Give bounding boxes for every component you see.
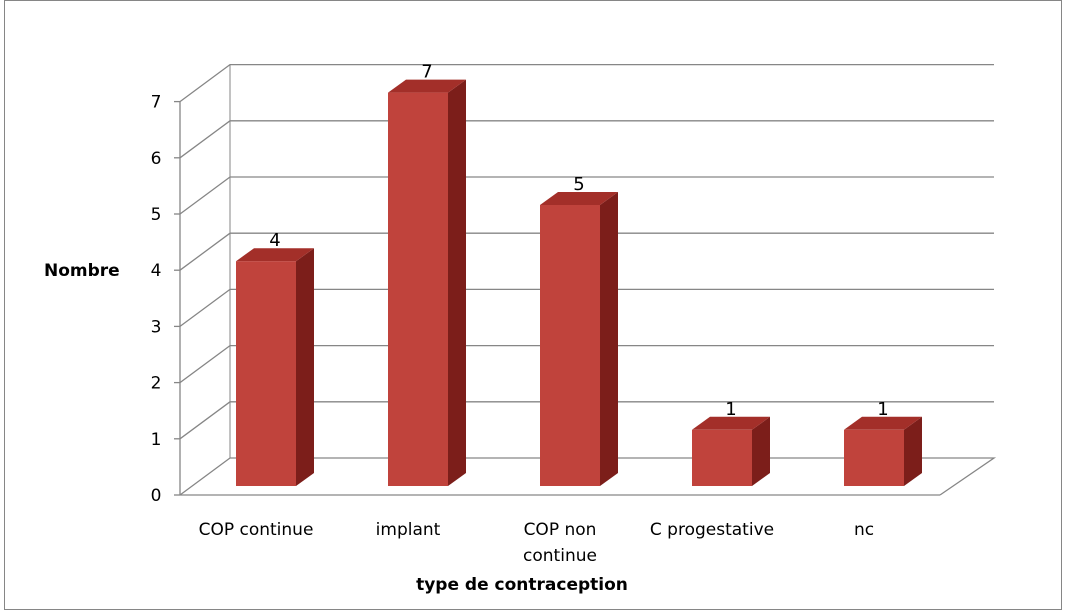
bar-1: [236, 248, 314, 486]
bar-front: [236, 261, 296, 486]
x-tick-label: C progestative: [650, 520, 774, 540]
x-tick-label: COP non continue: [523, 520, 597, 566]
bar-4: [692, 416, 770, 486]
data-label: 4: [269, 230, 280, 251]
x-tick-label: nc: [854, 520, 874, 540]
y-axis-title: Nombre: [44, 261, 120, 281]
bar-front: [844, 429, 904, 486]
bar-top: [236, 248, 314, 262]
y-tick-label: 6: [151, 149, 162, 169]
bar-side: [904, 416, 922, 486]
bar-side: [600, 192, 618, 486]
bar-top: [844, 416, 922, 430]
gridlines: [179, 63, 997, 496]
bar-side: [752, 416, 770, 486]
bars: [236, 79, 922, 486]
y-tick-label: 5: [151, 205, 162, 225]
gridline-7: [179, 63, 994, 103]
x-tick-labels: COP continue implant COP non continue C prog…: [199, 520, 874, 566]
bar-3: [540, 192, 618, 486]
axes: [174, 100, 940, 496]
bar-top: [540, 192, 618, 205]
data-label: 5: [573, 174, 584, 195]
bar-5: [844, 416, 922, 486]
bar-top: [388, 79, 466, 93]
data-label: 7: [421, 62, 432, 83]
x-tick-label: implant: [376, 520, 441, 540]
bar-side: [296, 248, 314, 486]
bar-top: [692, 416, 770, 430]
x-axis-title: type de contraception: [416, 575, 628, 595]
bar-front: [692, 429, 752, 486]
bar-side: [448, 79, 466, 486]
y-tick-label: 3: [151, 317, 162, 337]
bar-front: [388, 92, 448, 486]
y-tick-labels: 0 1 2 3 4 5 6 7: [151, 93, 162, 506]
data-labels: 4 7 5 1 1: [269, 62, 888, 420]
data-label: 1: [725, 399, 736, 420]
y-tick-label: 0: [151, 486, 162, 506]
y-tick-label: 1: [151, 430, 162, 450]
gridline-6: [179, 120, 994, 159]
y-tick-label: 7: [151, 93, 162, 113]
data-label: 1: [877, 399, 888, 420]
bar-front: [540, 205, 600, 486]
y-tick-label: 4: [151, 261, 162, 281]
y-tick-label: 2: [151, 374, 162, 394]
x-tick-label: COP continue: [199, 520, 314, 540]
bar-2: [388, 79, 466, 486]
